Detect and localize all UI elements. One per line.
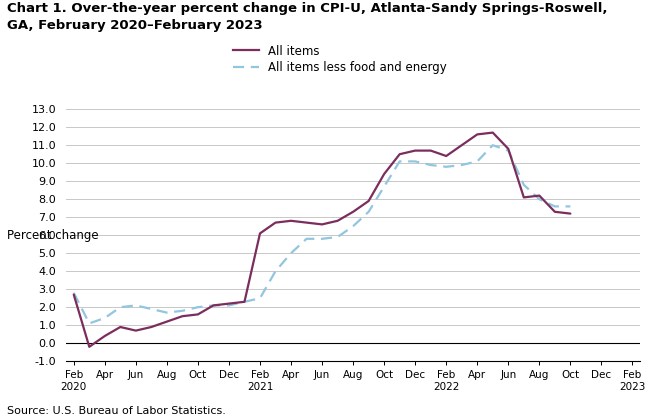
Text: Source: U.S. Bureau of Labor Statistics.: Source: U.S. Bureau of Labor Statistics. xyxy=(7,406,226,416)
Text: Chart 1. Over-the-year percent change in CPI-U, Atlanta-Sandy Springs-Roswell,: Chart 1. Over-the-year percent change in… xyxy=(7,2,607,15)
Legend: All items, All items less food and energy: All items, All items less food and energ… xyxy=(233,45,447,74)
Text: GA, February 2020–February 2023: GA, February 2020–February 2023 xyxy=(7,19,262,32)
Text: Percent change: Percent change xyxy=(7,229,98,241)
